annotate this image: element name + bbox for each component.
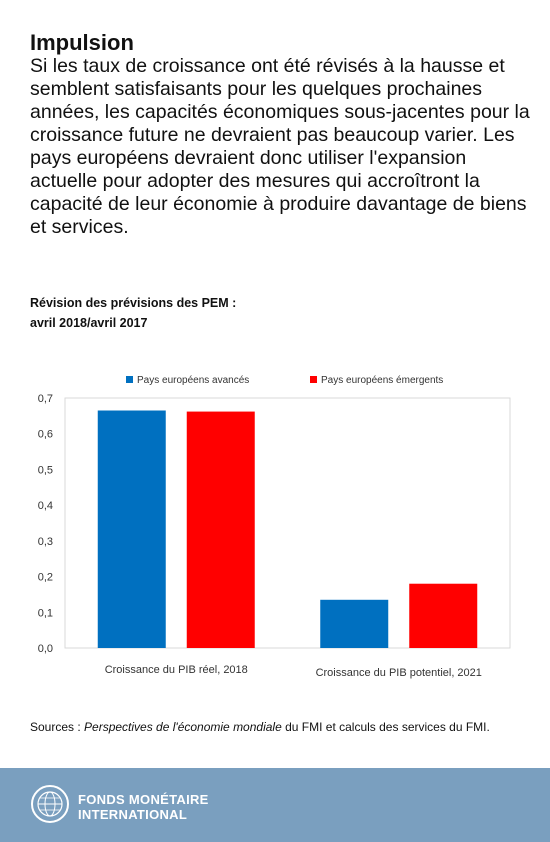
bar-chart: 0,0 0,1 0,2 0,3 0,4 0,5 0,6 0,7 Croissance du PI… [38, 375, 511, 679]
intro-text: Si les taux de croissance ont été révisé… [30, 55, 530, 238]
chart-title-line1: Révision des prévisions des PEM : [30, 296, 237, 310]
y-tick-label: 0,7 [38, 393, 53, 405]
y-tick-label: 0,6 [38, 429, 53, 441]
x-category-label: Croissance du PIB réel, 2018 [105, 664, 248, 676]
imf-seal-icon [31, 785, 69, 823]
logo-line2: INTERNATIONAL [78, 807, 188, 822]
y-tick-label: 0,0 [38, 643, 53, 655]
bar-emerging [186, 411, 255, 648]
logo-line1: FONDS MONÉTAIRE [78, 792, 209, 807]
bar-emerging [409, 583, 478, 648]
legend-swatch [126, 376, 133, 383]
y-tick-label: 0,2 [38, 572, 53, 584]
y-tick-label: 0,5 [38, 464, 53, 476]
plot-frame [64, 397, 511, 649]
page-title: Impulsion [30, 30, 134, 55]
legend-swatch [310, 376, 317, 383]
bar-advanced [320, 599, 389, 648]
sources-suffix: du FMI et calculs des services du FMI. [281, 720, 490, 734]
sources-note: Sources : Perspectives de l'économie mon… [30, 720, 530, 734]
chart-title: Révision des prévisions des PEM : avril … [30, 293, 330, 333]
sources-publication: Perspectives de l'économie mondiale [84, 720, 282, 734]
legend-label: Pays européens avancés [137, 375, 249, 386]
footer-bar: FONDS MONÉTAIRE INTERNATIONAL [0, 768, 550, 842]
legend-label: Pays européens émergents [321, 375, 443, 386]
y-tick-label: 0,3 [38, 536, 53, 548]
chart-title-line2: avril 2018/avril 2017 [30, 316, 148, 330]
y-tick-label: 0,1 [38, 607, 53, 619]
imf-logo-text: FONDS MONÉTAIRE INTERNATIONAL [78, 792, 209, 822]
bar-advanced [97, 410, 166, 648]
x-category-label: Croissance du PIB potentiel, 2021 [316, 667, 482, 679]
y-tick-label: 0,4 [38, 500, 53, 512]
sources-prefix: Sources : [30, 720, 85, 734]
